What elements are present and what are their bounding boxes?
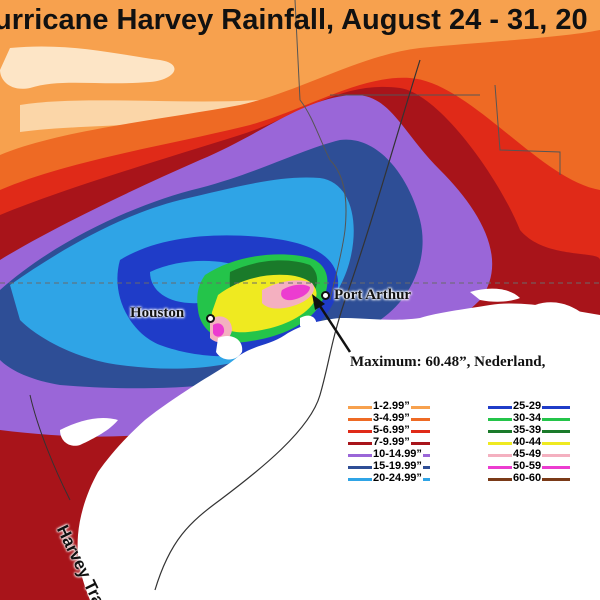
legend-label: 1-2.99” xyxy=(372,400,411,413)
louisiana-coast-white xyxy=(470,288,520,302)
legend-label: 5-6.99” xyxy=(372,424,411,437)
legend-label: 30-34 xyxy=(512,412,543,425)
legend-label: 15-19.99” xyxy=(372,460,423,473)
legend-item-10-15: 10-14.99” xyxy=(348,448,483,462)
legend-item-5-7: 5-6.99” xyxy=(348,424,483,438)
light-area-nw xyxy=(0,46,175,89)
rainfall-legend: 1-2.99” 3-4.99” 5-6.99” 7-9.99” 10-14.99… xyxy=(348,400,600,488)
maximum-annotation: Maximum: 60.48”, Nederland, xyxy=(350,354,546,370)
legend-label: 3-4.99” xyxy=(372,412,411,425)
houston-label: Houston xyxy=(130,305,185,321)
state-boundary-la-ms xyxy=(494,84,561,175)
coastal-bay-west xyxy=(60,418,118,446)
legend-item-30-35: 30-34 xyxy=(488,412,600,426)
legend-item-35-40: 35-39 xyxy=(488,424,600,438)
harvey-track-line xyxy=(154,59,421,591)
maximum-arrow-line xyxy=(316,302,352,353)
legend-label: 45-49 xyxy=(512,448,543,461)
band-50-60 xyxy=(281,284,310,301)
light-area-north xyxy=(20,99,286,132)
louisiana-coast-white-east xyxy=(535,302,590,321)
port-arthur-label: Port Arthur xyxy=(334,287,412,303)
legend-item-15-20: 15-19.99” xyxy=(348,460,483,474)
maximum-arrow-head xyxy=(312,294,325,310)
legend-item-60-plus: 60-60 xyxy=(488,472,600,486)
legend-label: 7-9.99” xyxy=(372,436,411,449)
legend-item-45-50: 45-49 xyxy=(488,448,600,462)
legend-label: 40-44 xyxy=(512,436,543,449)
port-arthur-marker xyxy=(321,291,330,300)
legend-item-20-25: 20-24.99” xyxy=(348,472,483,486)
legend-label: 10-14.99” xyxy=(372,448,423,461)
legend-item-3-5: 3-4.99” xyxy=(348,412,483,426)
legend-label: 50-59 xyxy=(512,460,543,473)
houston-marker xyxy=(206,314,215,323)
legend-label: 60-60 xyxy=(512,472,543,485)
legend-item-7-10: 7-9.99” xyxy=(348,436,483,450)
coastal-bay-galveston xyxy=(216,335,243,360)
map-title: urricane Harvey Rainfall, August 24 - 31… xyxy=(0,4,588,36)
legend-item-40-45: 40-44 xyxy=(488,436,600,450)
legend-item-25-30: 25-29 xyxy=(488,400,600,414)
band-50-60-sw xyxy=(213,323,225,337)
legend-label: 35-39 xyxy=(512,424,543,437)
legend-item-1-3: 1-2.99” xyxy=(348,400,483,414)
state-boundary-tx-la xyxy=(294,0,347,301)
legend-item-50-60: 50-59 xyxy=(488,460,600,474)
gulf-of-mexico xyxy=(77,303,600,600)
sabine-lake xyxy=(300,315,317,331)
legend-label: 20-24.99” xyxy=(372,472,423,485)
legend-label: 25-29 xyxy=(512,400,543,413)
harvey-track-line-west xyxy=(29,394,71,501)
